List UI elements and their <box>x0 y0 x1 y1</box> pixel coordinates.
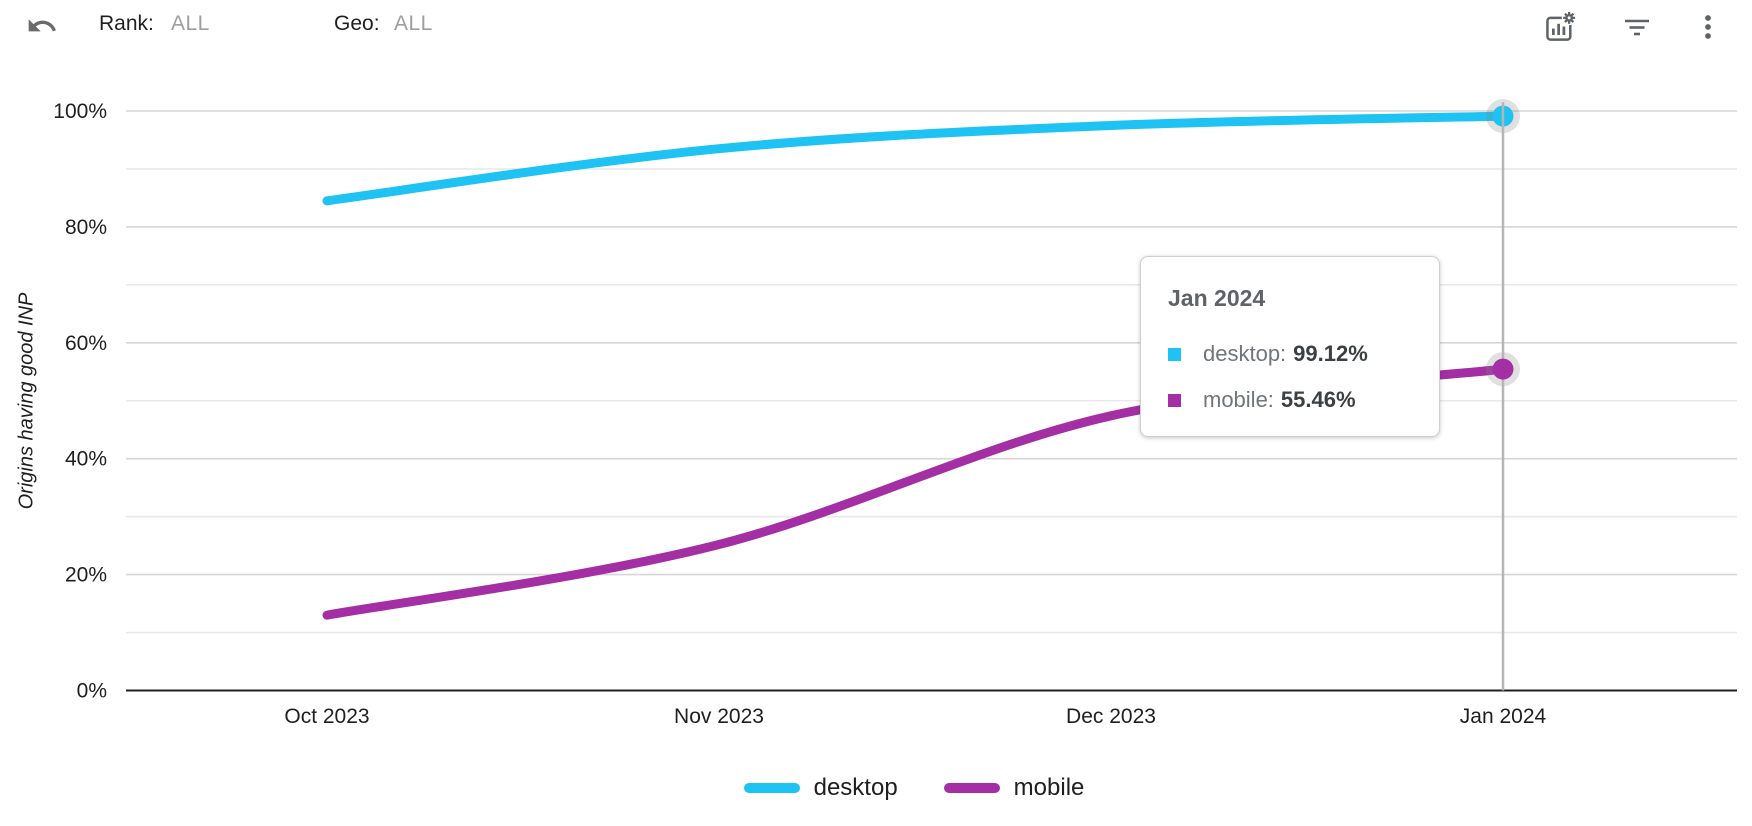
x-tick-label: Oct 2023 <box>284 705 369 728</box>
chart-settings-button[interactable] <box>1544 10 1577 43</box>
y-tick-label: 60% <box>65 332 107 355</box>
legend-label: mobile <box>1013 774 1085 801</box>
tooltip-title: Jan 2024 <box>1168 285 1266 311</box>
rank-value-dropdown[interactable]: ALL <box>171 12 210 35</box>
series-line-desktop[interactable] <box>322 111 1508 206</box>
series-color-swatch <box>1168 347 1181 361</box>
legend-swatch <box>943 783 1000 793</box>
geo-value-dropdown[interactable]: ALL <box>394 12 433 35</box>
filter-button[interactable] <box>1622 13 1652 41</box>
legend-label: desktop <box>813 774 898 801</box>
chart-legend: desktop mobile <box>38 774 1752 802</box>
more-options-button[interactable] <box>1702 13 1714 43</box>
tooltip-series-label: desktop: <box>1203 341 1287 366</box>
y-tick-label: 80% <box>65 216 107 239</box>
y-tick-label: 0% <box>77 680 107 703</box>
undo-button[interactable] <box>26 10 58 42</box>
tooltip-row-1: mobile: 55.46% <box>1168 387 1439 412</box>
y-tick-label: 100% <box>53 100 107 123</box>
undo-icon <box>28 19 56 32</box>
more-vertical-icon <box>1705 15 1711 39</box>
tooltip-row-0: desktop: 99.12% <box>1168 341 1439 366</box>
x-tick-label: Dec 2023 <box>1066 705 1156 728</box>
chart-tooltip: Jan 2024 desktop: 99.12% mobile: 55.46% <box>1140 256 1440 437</box>
y-tick-label: 40% <box>65 448 107 471</box>
rank-label: Rank: <box>99 12 154 35</box>
legend-swatch <box>743 783 800 793</box>
legend-item-mobile[interactable]: mobile <box>943 774 1085 802</box>
series-color-swatch <box>1168 393 1181 407</box>
geo-label: Geo: <box>334 12 380 35</box>
data-point-mobile[interactable] <box>1492 358 1514 380</box>
chart-settings-icon <box>1546 10 1577 41</box>
tooltip-series-value: 99.12% <box>1293 341 1368 366</box>
x-tick-label: Nov 2023 <box>674 705 764 728</box>
filter-icon <box>1625 19 1649 36</box>
y-tick-label: 20% <box>65 564 107 587</box>
tooltip-series-value: 55.46% <box>1280 387 1356 412</box>
x-tick-label: Jan 2024 <box>1460 705 1547 728</box>
legend-item-desktop[interactable]: desktop <box>743 774 898 802</box>
tooltip-series-label: mobile: <box>1203 387 1274 412</box>
